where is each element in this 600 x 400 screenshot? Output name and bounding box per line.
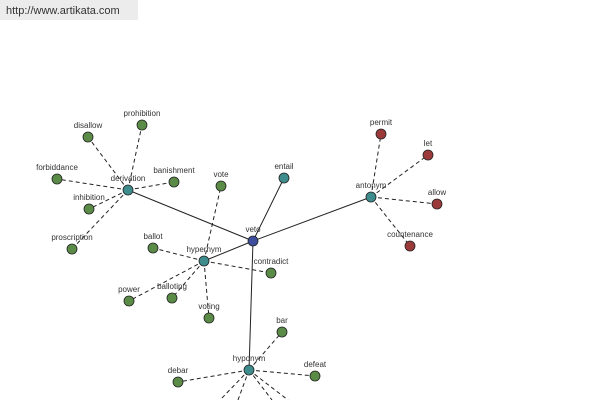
word-edge — [127, 181, 175, 191]
word-edge — [203, 260, 210, 319]
word-node — [166, 292, 178, 304]
word-edge — [370, 196, 438, 205]
node-label: countenance — [387, 230, 433, 239]
word-node — [215, 180, 227, 192]
relation-edge — [252, 196, 372, 242]
relation-node — [198, 255, 210, 267]
node-label: let — [424, 139, 433, 148]
node-label: antonym — [356, 181, 387, 190]
word-node — [431, 198, 443, 210]
word-edge — [88, 189, 129, 210]
relation-node — [247, 235, 259, 247]
relation-edge — [252, 177, 285, 242]
node-label: proscription — [51, 233, 92, 242]
word-edge — [370, 133, 382, 198]
word-edge — [177, 369, 250, 383]
node-label: permit — [370, 118, 393, 127]
word-node — [147, 242, 159, 254]
node-label: defeat — [304, 360, 327, 369]
word-node — [83, 203, 95, 215]
relation-node — [243, 364, 255, 376]
word-node — [265, 267, 277, 279]
word-node — [203, 312, 215, 324]
word-edge — [370, 154, 429, 198]
node-label: hyponym — [233, 354, 266, 363]
node-label: contradict — [254, 257, 289, 266]
word-edge — [171, 260, 205, 299]
node-label: inhibition — [73, 193, 105, 202]
site-url[interactable]: http://www.artikata.com — [0, 0, 138, 20]
node-label: allow — [428, 188, 446, 197]
node-label: disallow — [74, 121, 103, 130]
node-label: prohibition — [124, 109, 161, 118]
word-node — [309, 370, 321, 382]
node-label: hypernym — [186, 245, 221, 254]
node-label: veto — [245, 225, 261, 234]
word-node — [404, 240, 416, 252]
node-label: derivation — [111, 174, 146, 183]
node-label: voting — [198, 302, 219, 311]
word-edge — [370, 196, 411, 247]
word-node — [375, 128, 387, 140]
node-label: debar — [168, 366, 189, 375]
relation-node — [278, 172, 290, 184]
word-edge — [248, 369, 316, 377]
word-edge — [248, 369, 289, 400]
word-node — [422, 149, 434, 161]
node-label: balloting — [157, 282, 187, 291]
word-edge — [219, 369, 250, 400]
node-label: banishment — [153, 166, 195, 175]
relation-node — [122, 184, 134, 196]
node-label: vote — [213, 170, 229, 179]
word-node — [172, 376, 184, 388]
word-node — [51, 173, 63, 185]
relation-edge — [203, 240, 254, 262]
word-edge — [248, 369, 273, 400]
node-label: bar — [276, 316, 288, 325]
node-label: power — [118, 285, 140, 294]
word-edge — [248, 331, 283, 371]
word-node — [168, 176, 180, 188]
word-edge — [128, 260, 205, 302]
word-edge — [56, 178, 129, 191]
node-label: forbiddance — [36, 163, 78, 172]
word-edge — [203, 185, 222, 262]
word-node — [82, 131, 94, 143]
node-label: ballot — [143, 232, 163, 241]
word-node — [276, 326, 288, 338]
word-node — [136, 119, 148, 131]
word-edge — [152, 247, 205, 262]
word-node — [66, 243, 78, 255]
word-edge — [203, 260, 272, 274]
word-node — [123, 295, 135, 307]
relation-node — [365, 191, 377, 203]
word-edge — [237, 369, 250, 400]
relation-edge — [127, 189, 254, 242]
relation-edge — [248, 240, 254, 371]
node-label: entail — [274, 162, 293, 171]
